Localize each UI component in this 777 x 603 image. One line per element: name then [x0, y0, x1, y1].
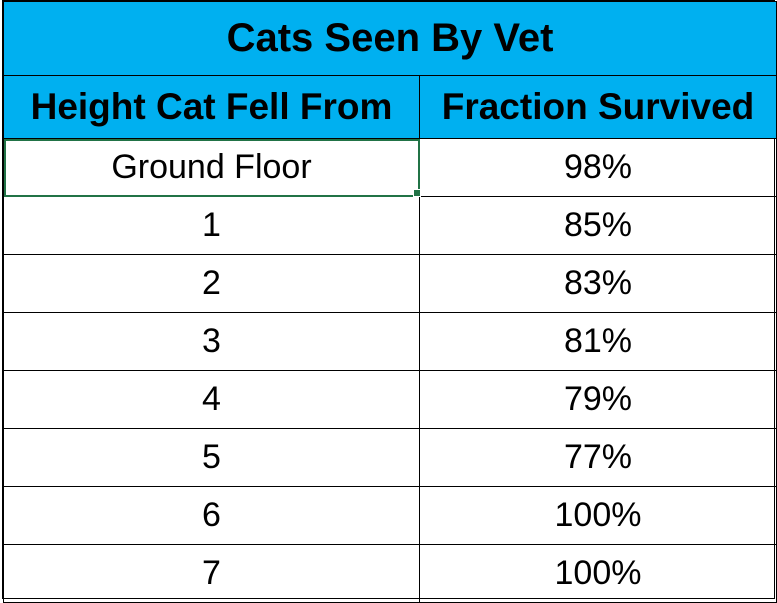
cell-survived[interactable]: 100%	[418, 486, 777, 545]
cell-height[interactable]: 7	[3, 544, 420, 603]
cell-survived[interactable]: 77%	[418, 428, 777, 487]
cell-survived[interactable]: 83%	[418, 254, 777, 313]
table-row: 6 100%	[3, 486, 777, 545]
cell-survived[interactable]: 81%	[418, 312, 777, 371]
column-header-height[interactable]: Height Cat Fell From	[3, 75, 420, 139]
cell-height[interactable]: 6	[3, 486, 420, 545]
table-row: 2 83%	[3, 254, 777, 313]
selection-fill-handle[interactable]	[413, 189, 421, 197]
cell-survived[interactable]: 79%	[418, 370, 777, 429]
cell-survived[interactable]: 98%	[418, 138, 777, 197]
table-row: 3 81%	[3, 312, 777, 371]
table-row: 1 85%	[3, 196, 777, 255]
table-title[interactable]: Cats Seen By Vet	[2, 1, 777, 76]
cell-height[interactable]: 5	[3, 428, 420, 487]
cell-height[interactable]: 2	[3, 254, 420, 313]
title-row: Cats Seen By Vet	[2, 1, 777, 76]
cell-height[interactable]: 3	[3, 312, 420, 371]
table-row: 5 77%	[3, 428, 777, 487]
cell-survived[interactable]: 85%	[418, 196, 777, 255]
cell-survived[interactable]: 100%	[418, 544, 777, 603]
cell-height[interactable]: 4	[3, 370, 420, 429]
table-row: 4 79%	[3, 370, 777, 429]
table-row: 7 100%	[3, 544, 777, 603]
table-row: Ground Floor 98%	[3, 138, 777, 197]
cell-height[interactable]: 1	[3, 196, 420, 255]
cell-height[interactable]: Ground Floor	[3, 138, 420, 197]
header-row: Height Cat Fell From Fraction Survived	[3, 75, 777, 139]
column-header-survived[interactable]: Fraction Survived	[418, 75, 777, 139]
